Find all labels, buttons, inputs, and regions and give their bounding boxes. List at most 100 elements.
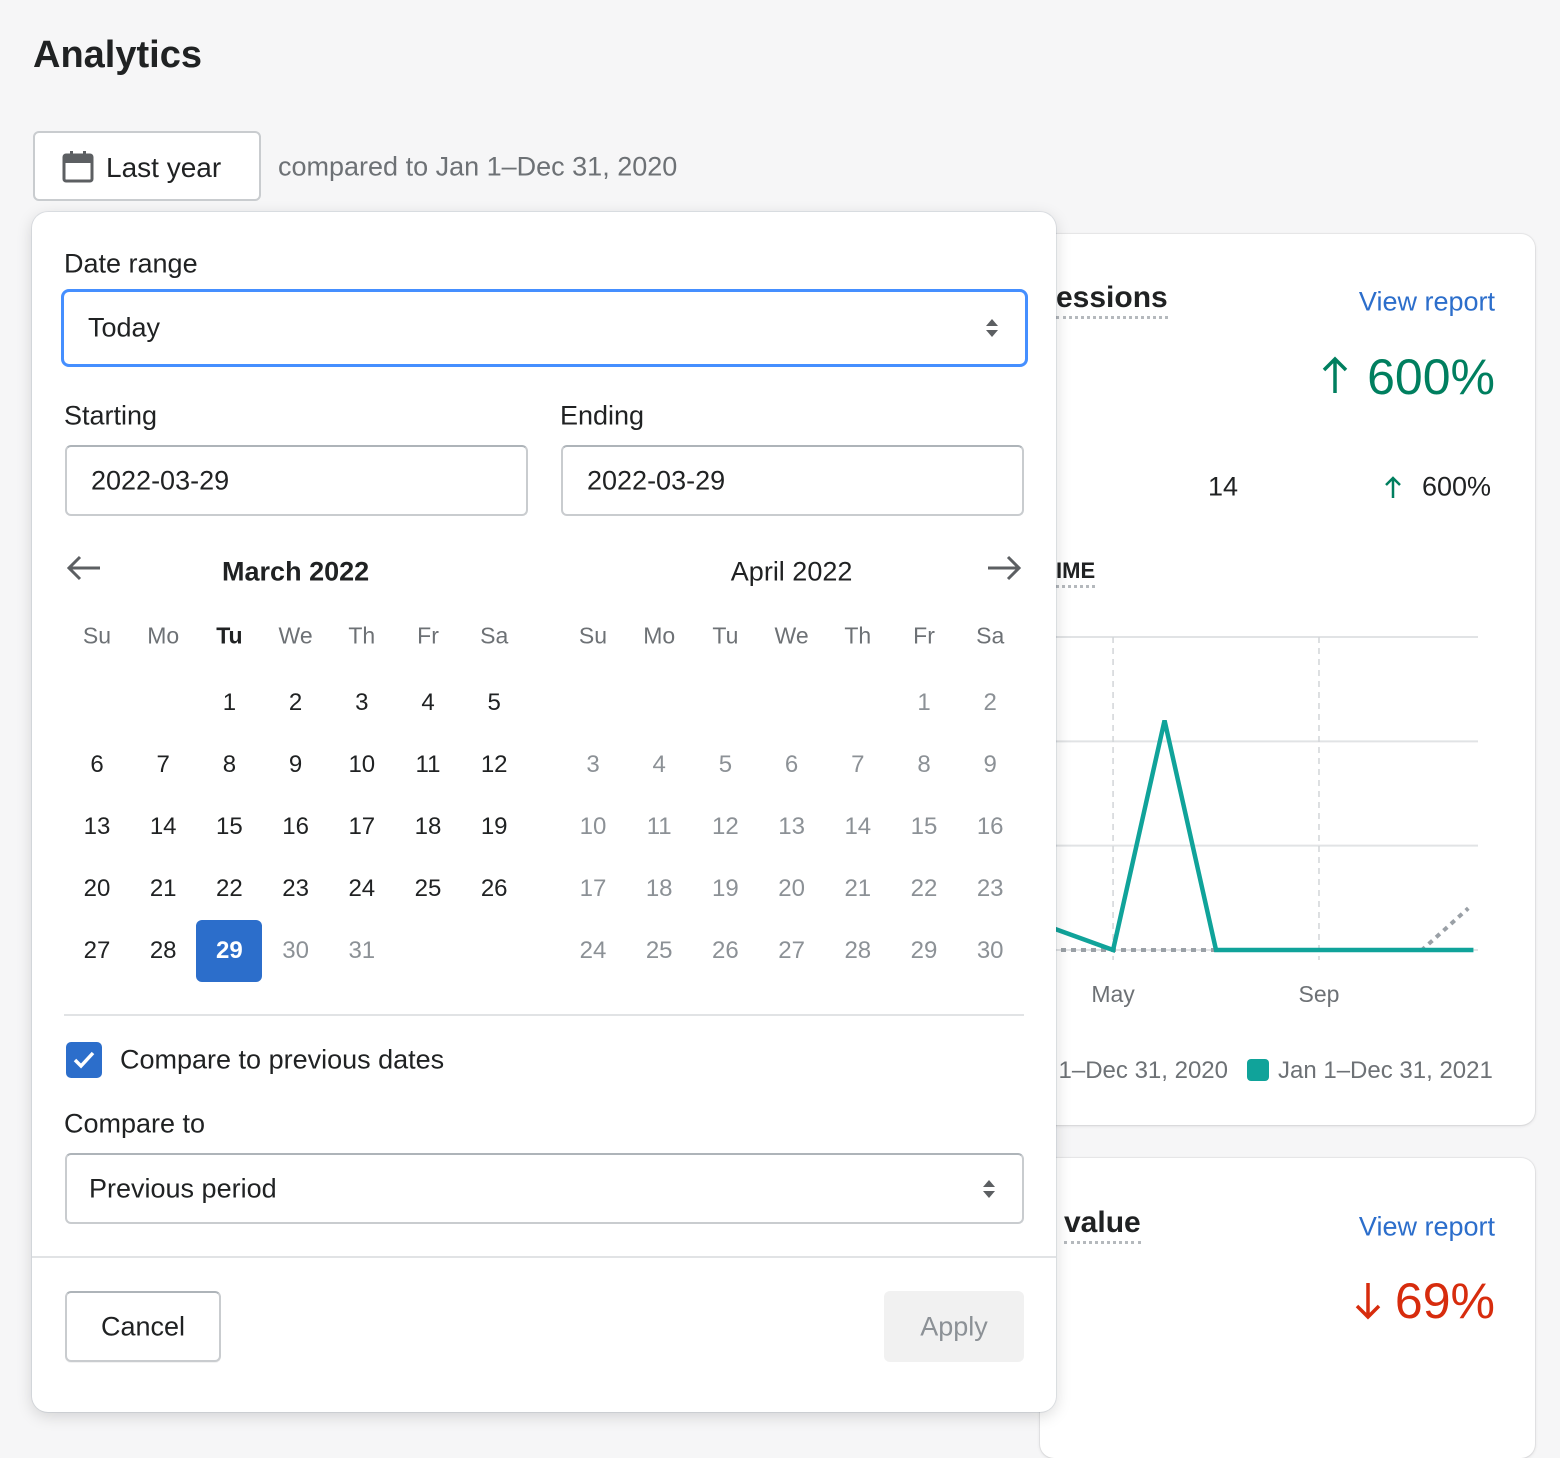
day-cell[interactable]: 8 bbox=[917, 751, 931, 778]
compare-select[interactable]: Previous period bbox=[65, 1153, 1024, 1224]
select-value: Previous period bbox=[89, 1173, 277, 1204]
weekday-label: We bbox=[774, 622, 809, 649]
weekday-label: Fr bbox=[913, 622, 935, 649]
date-button[interactable]: Last year bbox=[33, 131, 261, 201]
day-cell[interactable]: 27 bbox=[83, 937, 111, 964]
row-value: 14 bbox=[1207, 471, 1239, 502]
day-cell[interactable]: 19 bbox=[480, 813, 508, 840]
day-cell[interactable]: 12 bbox=[712, 813, 739, 840]
day-cell[interactable]: 20 bbox=[778, 875, 805, 902]
day-cell[interactable]: 14 bbox=[844, 813, 872, 840]
calendar-icon bbox=[62, 151, 94, 183]
day-cell[interactable]: 2 bbox=[288, 689, 303, 716]
page: { "header": {"title": "Analytics"}, "too… bbox=[32, 34, 1535, 1362]
day-cell[interactable]: 13 bbox=[83, 813, 111, 840]
day-cell[interactable]: 30 bbox=[976, 937, 1004, 964]
day-cell[interactable]: 9 bbox=[288, 751, 303, 778]
day-cell[interactable]: 6 bbox=[784, 751, 799, 778]
day-cell[interactable]: 13 bbox=[778, 813, 805, 840]
weekday-label: Mo bbox=[147, 622, 180, 649]
page-title: Analytics bbox=[33, 34, 202, 76]
day-cell[interactable]: 11 bbox=[415, 751, 441, 778]
day-cell[interactable]: 3 bbox=[355, 689, 369, 716]
view-report-link[interactable]: View report bbox=[1358, 286, 1495, 317]
day-cell[interactable]: 24 bbox=[579, 937, 607, 964]
day-cell[interactable]: 3 bbox=[586, 751, 600, 778]
day-cell[interactable]: 4 bbox=[652, 751, 666, 778]
date-range-select[interactable]: Today bbox=[61, 289, 1028, 367]
day-cell[interactable]: 15 bbox=[216, 813, 243, 840]
day-cell[interactable]: 21 bbox=[844, 875, 872, 902]
cancel-button[interactable]: Cancel bbox=[65, 1291, 221, 1362]
day-cell[interactable]: 7 bbox=[851, 751, 865, 778]
sessions-card bbox=[1040, 234, 1535, 1125]
day-cell[interactable]: 23 bbox=[282, 875, 309, 902]
day-cell[interactable]: 5 bbox=[487, 689, 501, 716]
day-cell[interactable]: 18 bbox=[645, 875, 673, 902]
day-cell[interactable]: 12 bbox=[480, 751, 508, 778]
day-cell[interactable]: 26 bbox=[712, 937, 739, 964]
day-cell[interactable]: 24 bbox=[348, 875, 376, 902]
next-month-arrow[interactable] bbox=[986, 554, 1022, 582]
day-cell[interactable]: 22 bbox=[216, 875, 243, 902]
compare-checkbox[interactable] bbox=[66, 1042, 102, 1078]
day-cell[interactable]: 26 bbox=[480, 875, 508, 902]
month-title: April 2022 bbox=[730, 556, 853, 587]
day-cell[interactable]: 17 bbox=[348, 813, 376, 840]
weekday-label: Th bbox=[844, 622, 872, 649]
day-cell[interactable]: 4 bbox=[421, 689, 435, 716]
view-report-link[interactable]: View report bbox=[1358, 1211, 1495, 1242]
day-cell[interactable]: 25 bbox=[645, 937, 673, 964]
prev-month-arrow[interactable] bbox=[66, 554, 102, 582]
weekday-label: We bbox=[278, 622, 313, 649]
select-chevrons bbox=[983, 1180, 995, 1198]
day-cell[interactable]: 9 bbox=[983, 751, 997, 778]
day-cell[interactable]: 7 bbox=[156, 751, 170, 778]
day-cell[interactable]: 16 bbox=[282, 813, 309, 840]
up-arrow bbox=[1322, 356, 1348, 393]
day-cell[interactable]: 14 bbox=[149, 813, 177, 840]
day-cell[interactable]: 8 bbox=[222, 751, 237, 778]
day-cell[interactable]: 19 bbox=[712, 875, 739, 902]
field-label: Ending bbox=[560, 400, 645, 431]
day-cell[interactable]: 10 bbox=[579, 813, 607, 840]
day-cell[interactable]: 30 bbox=[282, 937, 309, 964]
day-cell[interactable]: 27 bbox=[778, 937, 805, 964]
day-cell[interactable]: 29 bbox=[216, 937, 243, 964]
button-label: Last year bbox=[106, 152, 222, 183]
day-cell[interactable]: 1 bbox=[917, 689, 931, 716]
change-value: 69% bbox=[1394, 1273, 1495, 1329]
day-cell[interactable]: 21 bbox=[149, 875, 177, 902]
day-cell[interactable]: 15 bbox=[910, 813, 938, 840]
select-chevrons bbox=[986, 319, 998, 337]
sessions-chart: May Sep 1–Dec 31, 2020 Jan 1–Dec 31, 2021 bbox=[1040, 636, 1493, 1084]
day-cell[interactable]: 31 bbox=[348, 937, 376, 964]
input-value: 2022-03-29 bbox=[91, 465, 230, 496]
day-cell[interactable]: 20 bbox=[83, 875, 111, 902]
x-tick-label: May bbox=[1091, 981, 1135, 1007]
day-cell[interactable]: 29 bbox=[910, 937, 938, 964]
day-cell[interactable]: 23 bbox=[976, 875, 1004, 902]
day-cell[interactable]: 28 bbox=[149, 937, 177, 964]
checkmark bbox=[73, 1051, 95, 1069]
day-cell[interactable]: 2 bbox=[983, 689, 997, 716]
day-cell[interactable]: 22 bbox=[910, 875, 938, 902]
day-cell[interactable]: 11 bbox=[646, 813, 672, 840]
day-cell[interactable]: 25 bbox=[414, 875, 442, 902]
day-cell[interactable]: 16 bbox=[976, 813, 1004, 840]
date-picker-popover: Date range Today Starting 2022-03-29 End… bbox=[32, 212, 1056, 1412]
change-value: 600% bbox=[1367, 349, 1495, 405]
weekday-label: Th bbox=[348, 622, 376, 649]
day-cell[interactable]: 5 bbox=[718, 751, 733, 778]
day-cell[interactable]: 17 bbox=[579, 875, 607, 902]
ending-input[interactable]: 2022-03-29 bbox=[561, 445, 1024, 516]
day-cell[interactable]: 1 bbox=[222, 689, 237, 716]
chart-title: IME bbox=[1056, 560, 1096, 588]
starting-input[interactable]: 2022-03-29 bbox=[65, 445, 528, 516]
day-cell[interactable]: 18 bbox=[414, 813, 442, 840]
day-cell[interactable]: 28 bbox=[844, 937, 872, 964]
apply-button[interactable]: Apply bbox=[884, 1291, 1024, 1362]
x-tick-label: Sep bbox=[1299, 981, 1340, 1007]
day-cell[interactable]: 6 bbox=[90, 751, 104, 778]
day-cell[interactable]: 10 bbox=[348, 751, 376, 778]
